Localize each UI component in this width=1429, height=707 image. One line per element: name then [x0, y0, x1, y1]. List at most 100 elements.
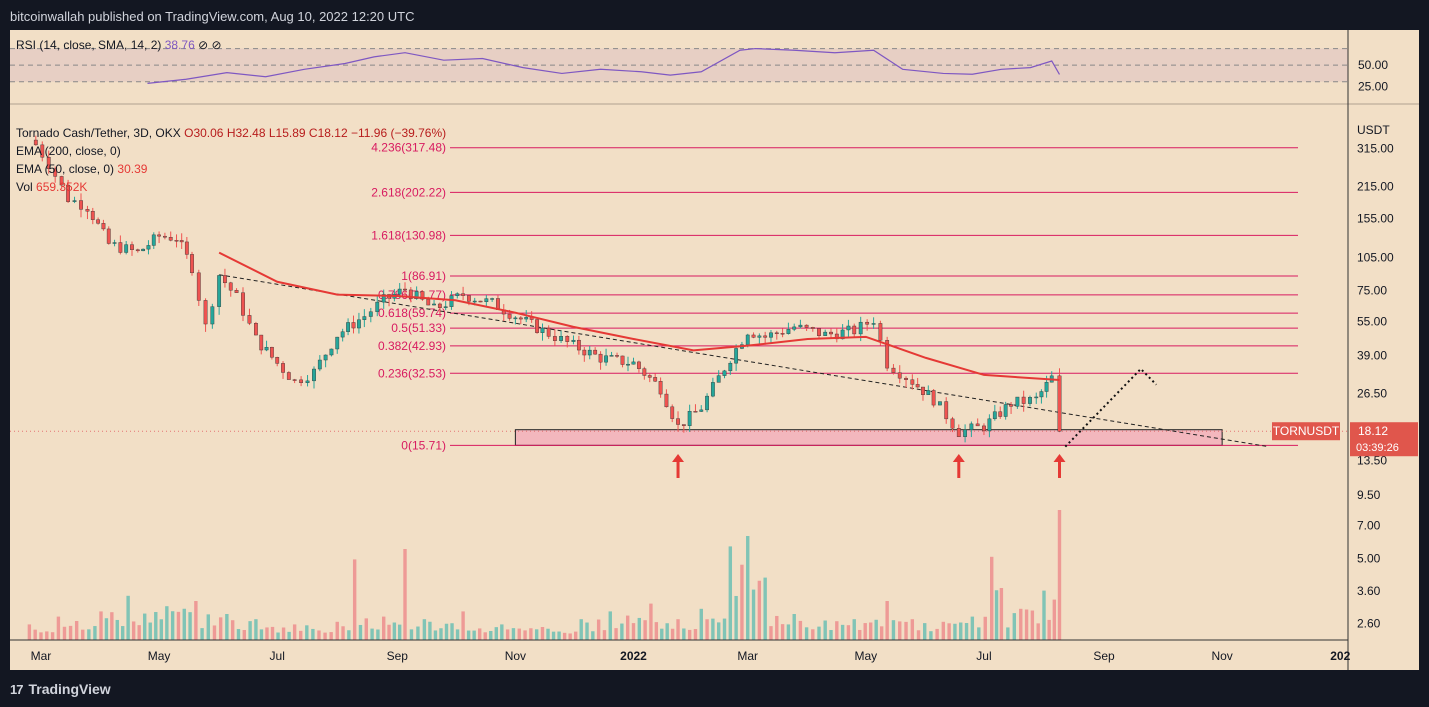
volume-bar — [977, 627, 981, 640]
candle-body — [518, 317, 523, 320]
symbol-title: Tornado Cash/Tether, 3D, OKX — [16, 126, 181, 140]
ticker-symbol-label: TORNUSDT — [1273, 424, 1340, 438]
candle-body — [631, 361, 636, 365]
rsi-symbols[interactable]: ⊘ ⊘ — [198, 38, 222, 52]
rsi-tick-label: 50.00 — [1358, 58, 1388, 72]
candle-body — [1057, 375, 1062, 432]
volume-bar — [608, 611, 612, 640]
candle-body — [1028, 397, 1032, 404]
volume-bar — [494, 627, 498, 640]
rsi-line — [147, 47, 1061, 84]
main-legend[interactable]: Tornado Cash/Tether, 3D, OKX O30.06 H32.… — [16, 126, 446, 140]
price-tick-label: 75.00 — [1357, 284, 1387, 298]
candle-body — [223, 275, 227, 284]
candle-body — [151, 234, 156, 246]
volume-bar — [218, 617, 223, 640]
candle-body — [292, 379, 297, 381]
volume-bar — [511, 628, 516, 640]
rsi-legend[interactable]: RSI (14, close, SMA, 14, 2) 38.76 ⊘ ⊘ — [16, 38, 222, 52]
candle-body — [184, 241, 189, 255]
time-tick-label: Nov — [1211, 649, 1232, 663]
chart-svg[interactable]: 50.00 25.00 4.236(317.48) 2.618(202.22) 1.6… — [10, 30, 1419, 670]
volume-bar — [874, 619, 878, 640]
candle-body — [921, 386, 925, 395]
close-value: C18.12 — [308, 126, 348, 140]
vol-legend[interactable]: Vol 659.352K — [16, 180, 87, 194]
volume-bar — [505, 629, 510, 640]
candle-body — [658, 381, 663, 395]
time-tick-label: Mar — [31, 649, 52, 663]
candle-body — [769, 332, 773, 338]
volume-bar — [500, 624, 504, 640]
volume-bar — [804, 627, 809, 640]
candle-body — [716, 375, 721, 383]
volume-bar — [287, 631, 291, 640]
ema50-label: EMA (50, close, 0) — [16, 162, 115, 176]
time-tick-label: May — [855, 649, 878, 663]
candle-body — [676, 418, 680, 425]
candle-body — [587, 349, 592, 356]
volume-bar — [898, 621, 902, 640]
volume-bar — [923, 623, 927, 640]
candle-body — [312, 368, 316, 382]
candle-body — [484, 298, 489, 303]
candle-body — [878, 323, 883, 341]
volume-bar — [904, 621, 908, 640]
candle-body — [956, 428, 961, 437]
candle-body — [664, 393, 669, 408]
volume-bar — [891, 620, 896, 640]
volume-bar — [573, 631, 578, 640]
candle-body — [403, 288, 407, 291]
candle-body — [926, 390, 931, 395]
vol-label: Vol — [16, 180, 33, 194]
volume-bar — [786, 624, 791, 640]
volume-bar — [352, 559, 357, 640]
volume-bar — [728, 546, 733, 640]
volume-bar — [392, 622, 397, 640]
candle-body — [582, 349, 587, 356]
time-tick-label: Mar — [737, 649, 758, 663]
volume-bar — [422, 619, 427, 640]
price-tick-label: 39.00 — [1357, 348, 1387, 362]
volume-bar — [148, 622, 152, 640]
projection-path — [1064, 367, 1158, 448]
volume-bar — [364, 618, 368, 640]
volume-bar — [699, 608, 703, 640]
ema200-legend[interactable]: EMA (200, close, 0) — [16, 144, 121, 158]
candle-body — [196, 272, 201, 301]
time-tick-label: Jul — [976, 649, 991, 663]
tradingview-footer[interactable]: 17 TradingView — [10, 681, 111, 697]
candle-body — [687, 410, 692, 426]
candle-body — [357, 319, 361, 329]
volume-bar — [206, 614, 210, 640]
volume-bar — [265, 627, 269, 640]
candle-body — [938, 401, 942, 406]
volume-bar — [62, 626, 67, 640]
volume-bar — [562, 632, 567, 640]
candle-body — [1003, 404, 1008, 417]
ema50-legend[interactable]: EMA (50, close, 0) 30.39 — [16, 162, 147, 176]
volume-bar — [194, 601, 198, 640]
candle-body — [982, 425, 986, 432]
candle-body — [96, 219, 101, 224]
candle-body — [710, 382, 715, 397]
candle-body — [254, 323, 258, 336]
candle-body — [705, 395, 709, 411]
volume-bar — [676, 619, 680, 640]
volume-bar — [444, 623, 449, 640]
volume-bar — [792, 614, 796, 640]
candle-body — [792, 326, 797, 330]
volume-bar — [39, 632, 43, 640]
volume-bar — [763, 577, 767, 640]
support-zone — [514, 429, 1223, 446]
candle-body — [299, 379, 303, 384]
candle-body — [381, 294, 386, 303]
volume-bar — [631, 623, 636, 640]
ticker-price-tag — [1350, 422, 1418, 457]
volume-bar — [376, 629, 380, 640]
trendline — [219, 274, 1269, 448]
candle-body — [885, 340, 890, 369]
chart-area[interactable]: 50.00 25.00 4.236(317.48) 2.618(202.22) 1.6… — [10, 30, 1419, 670]
price-tick-label: 55.00 — [1357, 314, 1387, 328]
candle-body — [275, 357, 280, 364]
